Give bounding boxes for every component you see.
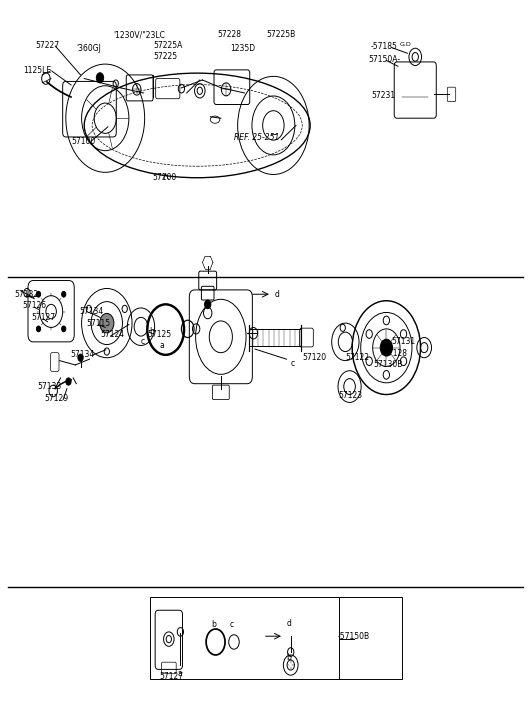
Text: 57115: 57115 bbox=[87, 318, 111, 328]
Text: 57129: 57129 bbox=[45, 393, 69, 403]
Text: -57150B: -57150B bbox=[338, 632, 370, 640]
Text: 1125LE: 1125LE bbox=[23, 66, 51, 75]
Circle shape bbox=[100, 313, 114, 333]
Text: b: b bbox=[287, 654, 292, 662]
Text: c: c bbox=[141, 337, 145, 346]
Text: 57122: 57122 bbox=[345, 353, 370, 362]
Text: 57134: 57134 bbox=[70, 350, 95, 359]
Text: 57127: 57127 bbox=[159, 672, 184, 681]
Text: d: d bbox=[287, 619, 292, 627]
Circle shape bbox=[96, 73, 104, 83]
Text: 57227: 57227 bbox=[36, 41, 59, 50]
Text: 57225A: 57225A bbox=[153, 41, 183, 50]
Text: b: b bbox=[211, 620, 216, 629]
Text: 57134: 57134 bbox=[79, 307, 103, 316]
Text: 57132: 57132 bbox=[14, 290, 38, 299]
Circle shape bbox=[37, 292, 40, 297]
Text: REF. 25-251: REF. 25-251 bbox=[234, 133, 279, 142]
Text: -57185: -57185 bbox=[371, 41, 398, 51]
Text: a: a bbox=[177, 670, 182, 678]
Text: 57126: 57126 bbox=[22, 301, 46, 310]
Text: 57120: 57120 bbox=[302, 353, 327, 362]
Text: d: d bbox=[275, 290, 279, 299]
Circle shape bbox=[78, 354, 83, 361]
Text: '1230V/"23LC: '1230V/"23LC bbox=[113, 30, 165, 39]
Text: 57130B: 57130B bbox=[374, 361, 403, 369]
Circle shape bbox=[62, 292, 66, 297]
Text: 57100: 57100 bbox=[71, 137, 96, 146]
Text: c: c bbox=[230, 620, 234, 629]
Text: 57225: 57225 bbox=[153, 52, 177, 61]
Text: 57100: 57100 bbox=[152, 173, 177, 182]
Text: c: c bbox=[290, 359, 295, 368]
Text: a: a bbox=[159, 341, 164, 350]
Text: 57228: 57228 bbox=[217, 30, 241, 39]
Text: 57225B: 57225B bbox=[267, 30, 296, 39]
Text: b: b bbox=[149, 326, 154, 336]
Text: 57150A-: 57150A- bbox=[368, 55, 400, 64]
Text: 57127: 57127 bbox=[32, 313, 56, 322]
Text: 57123: 57123 bbox=[338, 390, 362, 400]
Circle shape bbox=[66, 378, 71, 385]
Text: 57231: 57231 bbox=[372, 91, 396, 100]
Text: 57133: 57133 bbox=[37, 382, 61, 391]
Circle shape bbox=[204, 300, 211, 309]
Text: 57124: 57124 bbox=[100, 330, 125, 339]
Circle shape bbox=[37, 326, 40, 332]
Circle shape bbox=[380, 340, 392, 356]
Circle shape bbox=[62, 326, 66, 332]
Text: 57125: 57125 bbox=[148, 330, 172, 339]
Bar bbox=[150, 597, 402, 680]
Text: '360GJ: '360GJ bbox=[76, 44, 101, 53]
Text: 57131: 57131 bbox=[391, 337, 416, 346]
Text: 1235D: 1235D bbox=[230, 44, 255, 53]
Text: G.D: G.D bbox=[399, 42, 411, 47]
Text: 57128: 57128 bbox=[383, 349, 407, 358]
